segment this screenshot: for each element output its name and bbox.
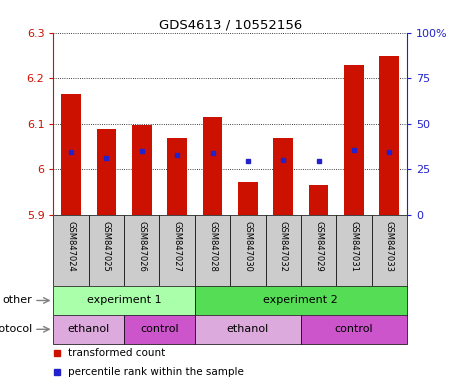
Text: experiment 2: experiment 2 [264,295,338,306]
Text: control: control [334,324,373,334]
Text: control: control [140,324,179,334]
Text: GSM847024: GSM847024 [66,221,76,271]
Bar [132,125,152,215]
Bar [309,185,328,215]
Bar [97,129,116,215]
Title: GDS4613 / 10552156: GDS4613 / 10552156 [159,18,302,31]
Text: GSM847025: GSM847025 [102,221,111,271]
FancyBboxPatch shape [53,286,195,315]
Text: other: other [2,295,32,306]
Text: GSM847033: GSM847033 [385,221,394,272]
FancyBboxPatch shape [266,215,301,286]
FancyBboxPatch shape [301,315,407,344]
Text: GSM847028: GSM847028 [208,221,217,271]
Bar [379,56,399,215]
Text: percentile rank within the sample: percentile rank within the sample [67,367,244,377]
FancyBboxPatch shape [336,215,372,286]
Text: experiment 1: experiment 1 [87,295,161,306]
Text: GSM847031: GSM847031 [349,221,359,271]
Bar [273,139,293,215]
FancyBboxPatch shape [124,315,195,344]
FancyBboxPatch shape [195,315,301,344]
FancyBboxPatch shape [230,215,266,286]
Text: GSM847029: GSM847029 [314,221,323,271]
FancyBboxPatch shape [159,215,195,286]
Bar [61,94,81,215]
Text: GSM847027: GSM847027 [173,221,182,271]
FancyBboxPatch shape [195,286,407,315]
Text: GSM847026: GSM847026 [137,221,146,271]
FancyBboxPatch shape [89,215,124,286]
Bar [344,65,364,215]
FancyBboxPatch shape [124,215,159,286]
Text: transformed count: transformed count [67,348,165,358]
Text: ethanol: ethanol [227,324,269,334]
Bar [167,139,187,215]
Text: GSM847030: GSM847030 [243,221,252,271]
Text: ethanol: ethanol [68,324,110,334]
Bar [238,182,258,215]
FancyBboxPatch shape [372,215,407,286]
FancyBboxPatch shape [301,215,336,286]
Text: protocol: protocol [0,324,32,334]
FancyBboxPatch shape [53,215,89,286]
Text: GSM847032: GSM847032 [279,221,288,271]
FancyBboxPatch shape [53,315,124,344]
Bar [203,117,222,215]
FancyBboxPatch shape [195,215,230,286]
